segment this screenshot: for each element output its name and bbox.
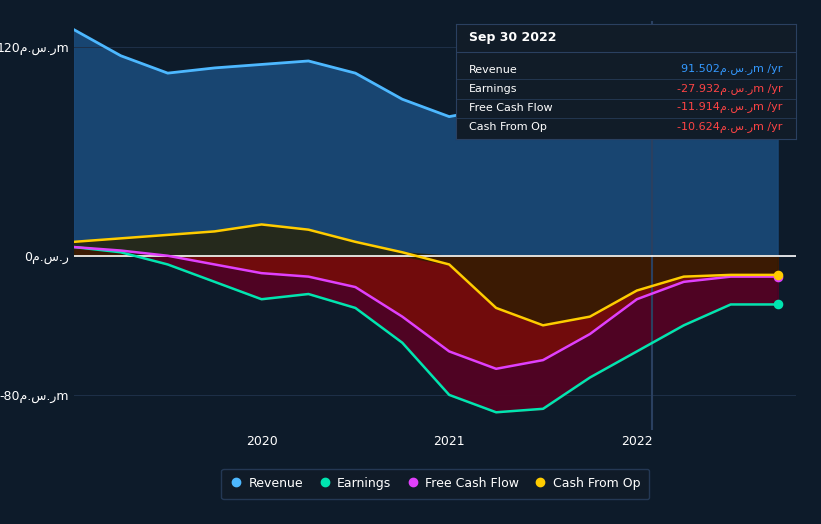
Text: -27.932م.س.رm /yr: -27.932م.س.رm /yr: [677, 84, 782, 95]
Text: -10.624م.س.رm /yr: -10.624م.س.رm /yr: [677, 122, 782, 133]
Point: [771, 272, 784, 281]
Text: Revenue: Revenue: [470, 64, 518, 75]
Text: -11.914م.س.رm /yr: -11.914م.س.رm /yr: [677, 102, 782, 113]
Text: Cash From Op: Cash From Op: [470, 122, 547, 133]
Point: [771, 271, 784, 279]
Point: [771, 92, 784, 100]
Text: 91.502م.س.رm /yr: 91.502م.س.رm /yr: [681, 64, 782, 75]
Legend: Revenue, Earnings, Free Cash Flow, Cash From Op: Revenue, Earnings, Free Cash Flow, Cash …: [221, 468, 649, 499]
Text: Earnings: Earnings: [470, 84, 518, 94]
Text: Free Cash Flow: Free Cash Flow: [470, 103, 553, 113]
Text: Past: Past: [617, 43, 643, 57]
Text: Sep 30 2022: Sep 30 2022: [470, 31, 557, 44]
Point: [771, 300, 784, 309]
